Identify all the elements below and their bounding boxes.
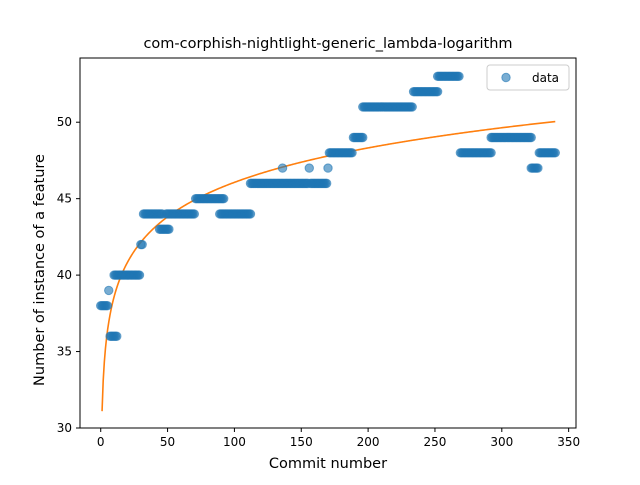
chart-title: com-corphish-nightlight-generic_lambda-l…	[143, 36, 512, 52]
data-point	[358, 132, 368, 143]
y-tick-label: 50	[57, 115, 72, 129]
x-tick-label: 150	[290, 435, 313, 449]
x-tick-label: 200	[357, 435, 380, 449]
data-point	[486, 148, 496, 158]
data-point	[134, 270, 145, 280]
legend-box	[486, 64, 570, 91]
y-tick-label: 40	[57, 268, 72, 282]
plot-area: 0 50 100 150 200 250 300 350 30 35 40 45 50 data	[57, 57, 580, 449]
y-axis-label: Number of instance of a feature	[32, 154, 48, 386]
y-tick-label: 45	[57, 192, 72, 206]
x-tick-label: 0	[97, 435, 105, 449]
data-point	[112, 331, 122, 341]
data-point	[219, 193, 229, 204]
data-point	[104, 285, 114, 296]
x-axis-label: Commit number	[269, 456, 387, 472]
x-tick-label: 250	[424, 435, 447, 449]
data-point	[304, 163, 314, 173]
legend-label: data	[532, 71, 559, 85]
legend: data	[486, 64, 570, 91]
y-tick-label: 30	[57, 421, 72, 435]
data-point	[189, 209, 200, 219]
data-point	[550, 148, 560, 158]
data-point	[164, 224, 174, 234]
axes-frame	[79, 57, 577, 429]
data-point	[102, 300, 113, 311]
data-point	[347, 148, 357, 158]
data-point	[245, 209, 256, 219]
x-tick-label: 50	[160, 435, 175, 449]
x-tick-label: 100	[223, 435, 246, 449]
data-point	[454, 71, 464, 82]
data-point	[533, 163, 543, 173]
data-point	[137, 239, 147, 250]
data-point	[321, 178, 332, 189]
data-point	[526, 132, 536, 143]
legend-marker	[501, 72, 511, 83]
x-tick-label: 350	[557, 435, 580, 449]
y-tick-label: 35	[57, 345, 72, 359]
data-point	[432, 86, 443, 97]
x-tick-label: 300	[490, 435, 513, 449]
data-points	[96, 71, 560, 341]
data-point	[277, 163, 288, 173]
data-point	[323, 163, 333, 173]
data-point	[407, 102, 417, 112]
